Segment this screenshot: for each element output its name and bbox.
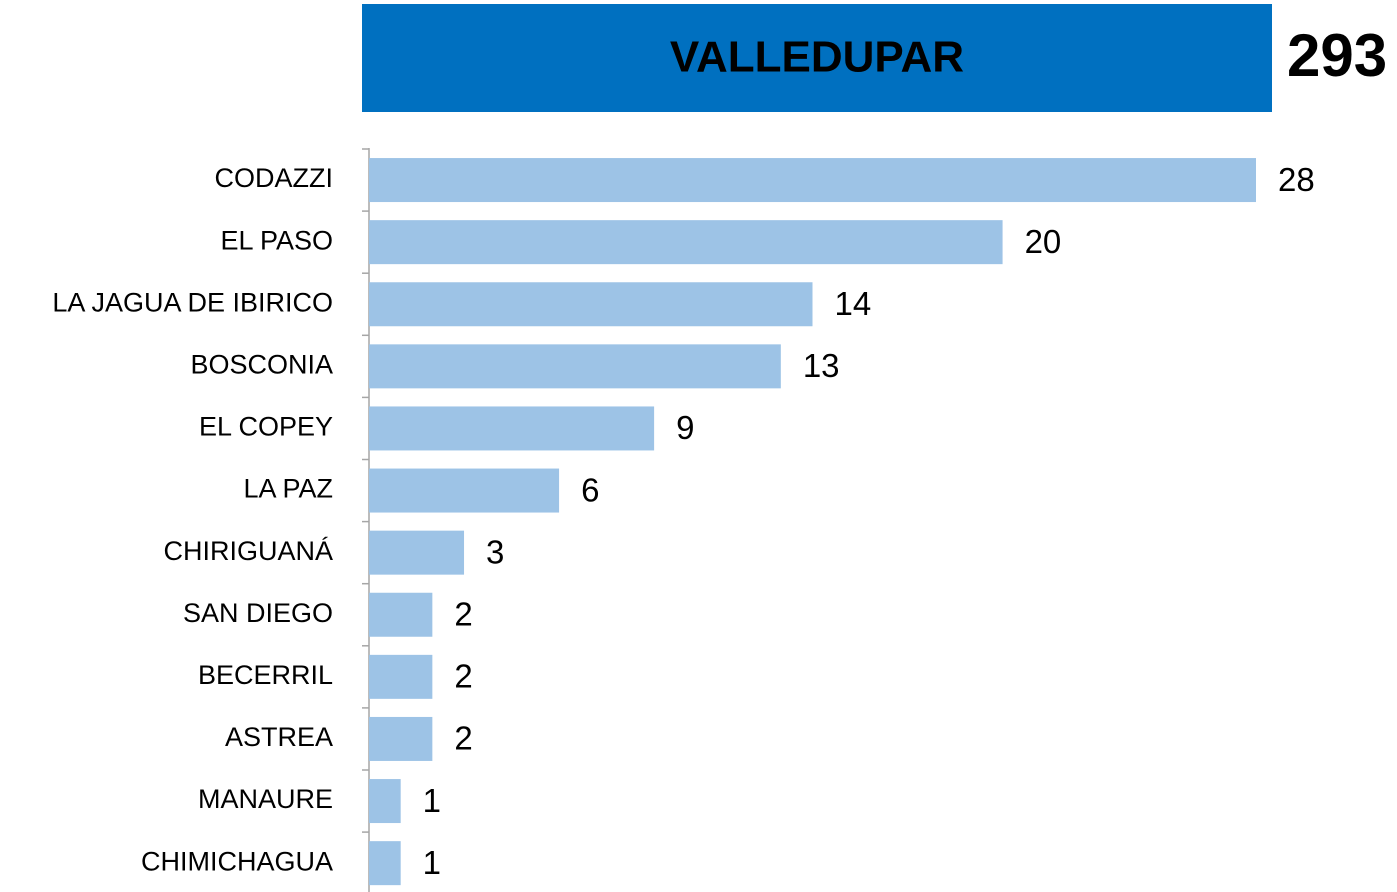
value-label: 2 [454, 658, 472, 695]
bar [369, 158, 1256, 203]
value-label: 28 [1278, 161, 1315, 198]
bar [369, 779, 401, 824]
value-label: 13 [803, 347, 840, 384]
header-label: VALLEDUPAR [670, 33, 964, 82]
y-tick-label: LA JAGUA DE IBIRICO [52, 287, 333, 317]
y-tick-label: BOSCONIA [190, 349, 333, 379]
y-tick-label: MANAURE [198, 784, 333, 814]
value-label: 2 [454, 595, 472, 632]
bar [369, 282, 813, 327]
header-value: 293 [1287, 22, 1387, 89]
value-label: 20 [1025, 223, 1062, 260]
bar [369, 468, 560, 513]
bar [369, 654, 433, 699]
bar [369, 841, 401, 886]
value-label: 1 [423, 782, 441, 819]
value-label: 6 [581, 471, 599, 508]
y-tick-label: LA PAZ [243, 474, 333, 504]
y-tick-label: ASTREA [225, 722, 333, 752]
bar [369, 530, 465, 575]
y-tick-label: BECERRIL [198, 660, 333, 690]
value-label: 1 [423, 844, 441, 881]
bar [369, 716, 433, 761]
y-tick-label: CHIMICHAGUA [141, 846, 333, 876]
bar [369, 592, 433, 637]
bar [369, 220, 1003, 265]
value-label: 2 [454, 720, 472, 757]
value-label: 9 [676, 409, 694, 446]
y-tick-label: CODAZZI [215, 163, 334, 193]
value-label: 3 [486, 533, 504, 570]
y-tick-label: SAN DIEGO [183, 598, 333, 628]
bar [369, 406, 655, 451]
header-box [362, 4, 1272, 112]
y-tick-label: CHIRIGUANÁ [163, 536, 333, 566]
y-tick-label: EL PASO [220, 225, 333, 255]
bar [369, 344, 781, 389]
value-label: 14 [835, 285, 872, 322]
y-tick-label: EL COPEY [199, 412, 333, 442]
